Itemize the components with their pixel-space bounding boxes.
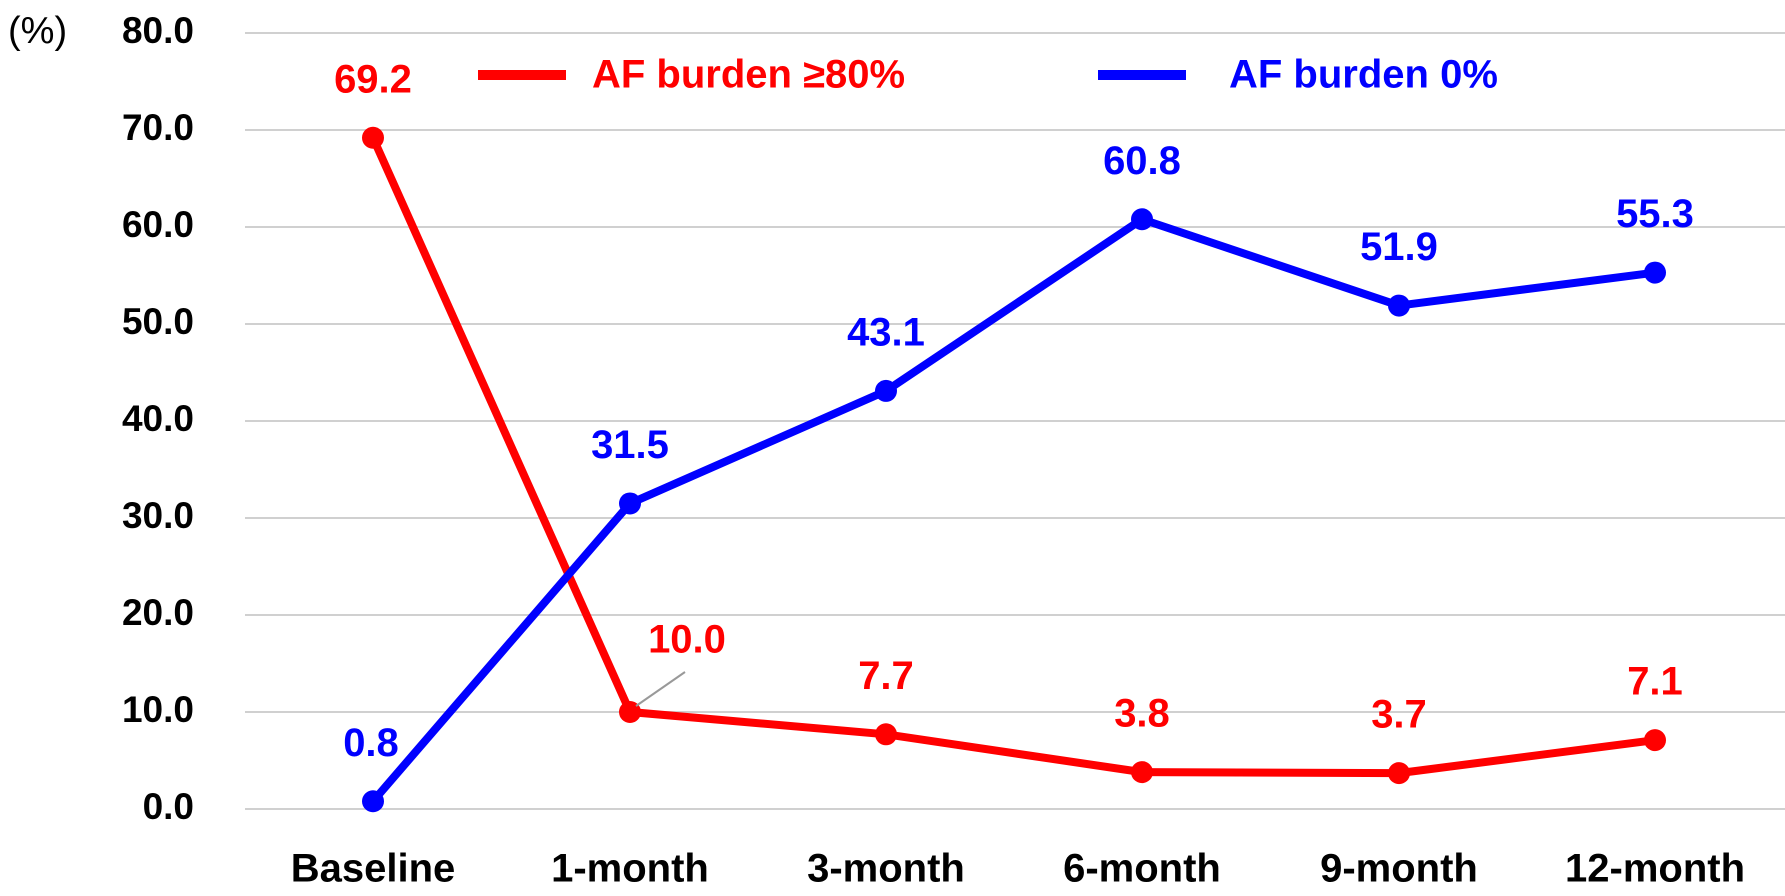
data-label: 3.7 — [1371, 693, 1427, 737]
data-label: 60.8 — [1103, 139, 1181, 183]
data-point — [1388, 762, 1410, 785]
x-tick-label: 6-month — [1063, 847, 1221, 891]
data-label: 31.5 — [591, 423, 669, 467]
y-tick-label: 0.0 — [143, 786, 194, 827]
x-tick-label: 3-month — [807, 847, 965, 891]
y-tick-label: 30.0 — [122, 495, 194, 536]
x-tick-label: 12-month — [1565, 847, 1745, 891]
series-line — [369, 215, 1656, 804]
data-point — [1388, 294, 1410, 317]
series-line — [369, 136, 1656, 778]
y-tick-label: 60.0 — [122, 204, 194, 245]
data-point — [362, 126, 384, 149]
data-label: 43.1 — [847, 310, 925, 354]
data-label: 55.3 — [1616, 192, 1694, 236]
y-tick-label: 50.0 — [122, 301, 194, 342]
y-tick-label: 70.0 — [122, 107, 194, 148]
data-label: 7.1 — [1627, 660, 1683, 704]
data-label: 3.8 — [1114, 692, 1170, 736]
legend-label: AF burden 0% — [1229, 53, 1498, 97]
y-unit-label: (%) — [8, 10, 67, 52]
data-point — [619, 701, 641, 723]
data-label: 51.9 — [1360, 225, 1438, 269]
data-point — [362, 790, 384, 813]
data-point — [875, 379, 897, 402]
data-label: 0.8 — [343, 721, 399, 765]
data-point — [1644, 261, 1666, 284]
y-tick-label: 20.0 — [122, 592, 194, 633]
data-point — [619, 492, 641, 515]
data-label: 69.2 — [334, 57, 412, 101]
y-tick-label: 40.0 — [122, 398, 194, 439]
legend-label: AF burden ≥80% — [592, 53, 905, 97]
leader-line — [635, 671, 686, 707]
y-tick-label: 10.0 — [122, 689, 194, 730]
data-label: 7.7 — [858, 654, 914, 698]
x-tick-label: 1-month — [551, 847, 709, 891]
data-point — [1131, 761, 1153, 784]
y-tick-label: 80.0 — [122, 10, 194, 51]
data-point — [1644, 729, 1666, 752]
data-label: 10.0 — [648, 618, 726, 662]
data-point — [1131, 208, 1153, 231]
x-tick-label: 9-month — [1320, 847, 1478, 891]
x-tick-label: Baseline — [291, 847, 456, 891]
data-point — [875, 723, 897, 746]
